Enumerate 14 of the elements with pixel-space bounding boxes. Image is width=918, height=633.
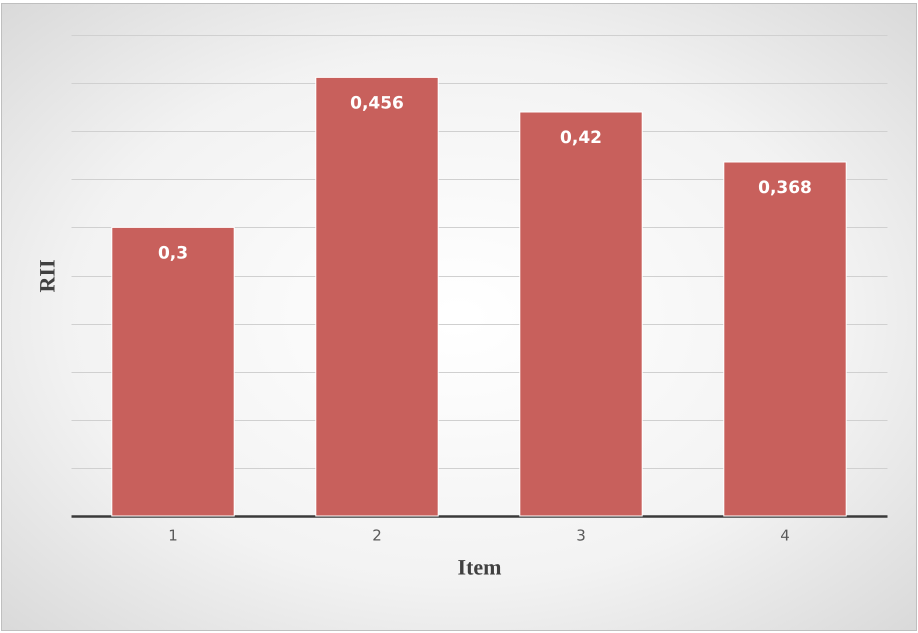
- bar: [111, 226, 235, 516]
- data-label: 0,368: [758, 178, 812, 198]
- data-label: 0,3: [158, 243, 188, 264]
- x-tick-label: 1: [168, 526, 178, 544]
- x-tick-label: 4: [780, 526, 790, 544]
- x-axis-title: Item: [458, 554, 502, 580]
- y-axis-title: RII: [34, 259, 60, 293]
- x-tick-label: 2: [372, 526, 382, 544]
- bar: [315, 76, 439, 516]
- bar: [519, 111, 643, 516]
- data-label: 0,456: [350, 93, 404, 114]
- bar: [723, 161, 847, 516]
- x-tick-label: 3: [576, 526, 586, 544]
- data-label: 0,42: [560, 128, 602, 148]
